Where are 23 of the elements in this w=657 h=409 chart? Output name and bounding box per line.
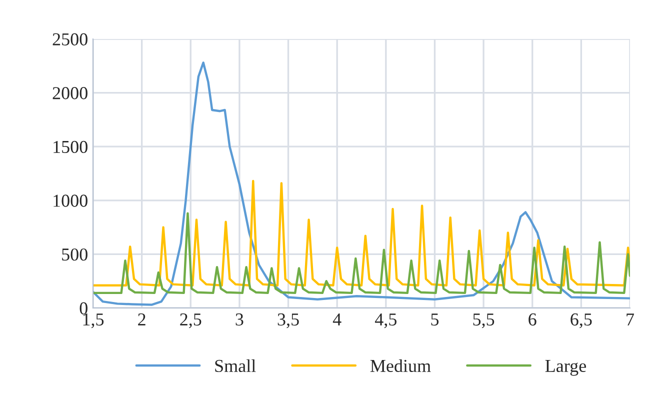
y-tick-label: 1000 [54, 194, 88, 207]
x-tick-label: 5,5 [473, 314, 494, 328]
y-tick-label: 500 [62, 248, 88, 261]
legend-label: Medium [370, 359, 431, 372]
x-tick-label: 3,5 [278, 313, 299, 328]
x-tick-label: 2 [138, 313, 146, 326]
y-tick-label: 0 [80, 302, 88, 314]
x-tick-label: 4,5 [374, 314, 396, 328]
x-tick-label: 6 [528, 313, 536, 326]
x-tick-label: 6,5 [570, 313, 592, 328]
legend-label: Small [215, 359, 256, 372]
y-tick-label: 2500 [52, 33, 88, 46]
y-tick-label: 1500 [54, 140, 88, 154]
legend-label: Large [545, 360, 586, 376]
x-tick-label: 7 [626, 314, 634, 326]
y-tick-label: 2000 [52, 87, 88, 100]
x-tick-label: 5 [431, 314, 439, 326]
x-tick-label: 2,5 [180, 313, 202, 328]
x-tick-label: 3 [236, 313, 244, 326]
line-series [93, 180, 630, 287]
x-tick-label: 4 [332, 314, 342, 326]
x-tick-label: 1,5 [83, 313, 104, 328]
line-series [93, 212, 630, 294]
